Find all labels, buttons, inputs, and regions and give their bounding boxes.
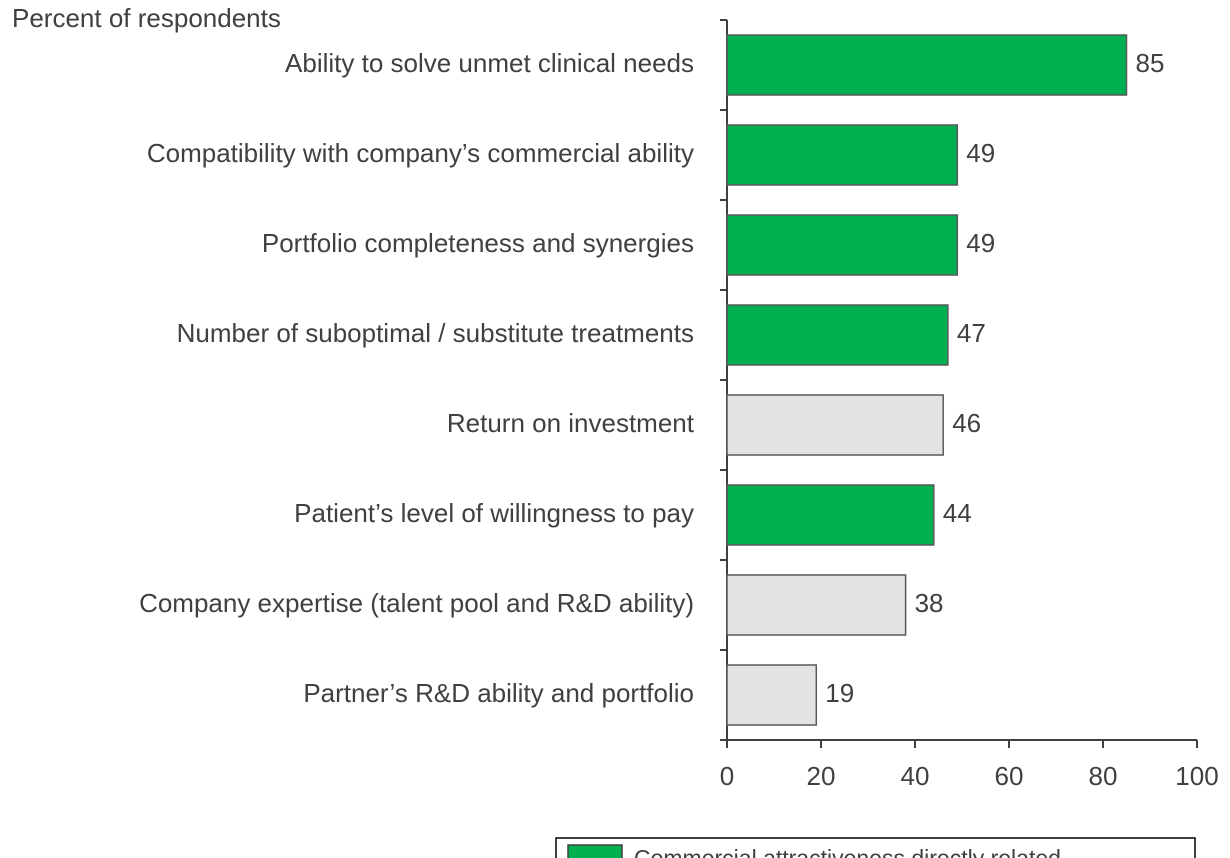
legend-swatch	[567, 844, 623, 858]
legend-label: Commercial attractiveness directly relat…	[634, 845, 1061, 858]
x-tick-label: 20	[807, 761, 836, 791]
value-label: 49	[966, 138, 995, 168]
y-tick-label: Return on investment	[447, 408, 695, 438]
y-tick-label: Ability to solve unmet clinical needs	[285, 48, 694, 78]
x-tick-label: 40	[901, 761, 930, 791]
bar	[726, 664, 818, 726]
legend-box	[555, 837, 1196, 858]
y-tick-label: Company expertise (talent pool and R&D a…	[139, 588, 694, 618]
bar	[726, 394, 944, 456]
value-label: 38	[915, 588, 944, 618]
bar	[726, 34, 1128, 96]
chart-subtitle: Percent of respondents	[12, 3, 281, 33]
x-tick-label: 0	[720, 761, 734, 791]
bar	[726, 304, 949, 366]
bar	[726, 214, 959, 276]
bar	[726, 574, 907, 636]
y-tick-label: Partner’s R&D ability and portfolio	[303, 678, 694, 708]
y-tick-label: Number of suboptimal / substitute treatm…	[177, 318, 694, 348]
x-tick-label: 60	[995, 761, 1024, 791]
value-label: 47	[957, 318, 986, 348]
value-label: 44	[943, 498, 972, 528]
y-tick-label: Patient’s level of willingness to pay	[294, 498, 694, 528]
x-tick-label: 80	[1089, 761, 1118, 791]
x-tick-label: 100	[1175, 761, 1218, 791]
y-tick-label: Portfolio completeness and synergies	[262, 228, 694, 258]
value-label: 49	[966, 228, 995, 258]
value-label: 46	[952, 408, 981, 438]
bar	[726, 484, 935, 546]
value-label: 85	[1136, 48, 1165, 78]
bar	[726, 124, 959, 186]
y-tick-label: Compatibility with company’s commercial …	[147, 138, 694, 168]
value-label: 19	[825, 678, 854, 708]
